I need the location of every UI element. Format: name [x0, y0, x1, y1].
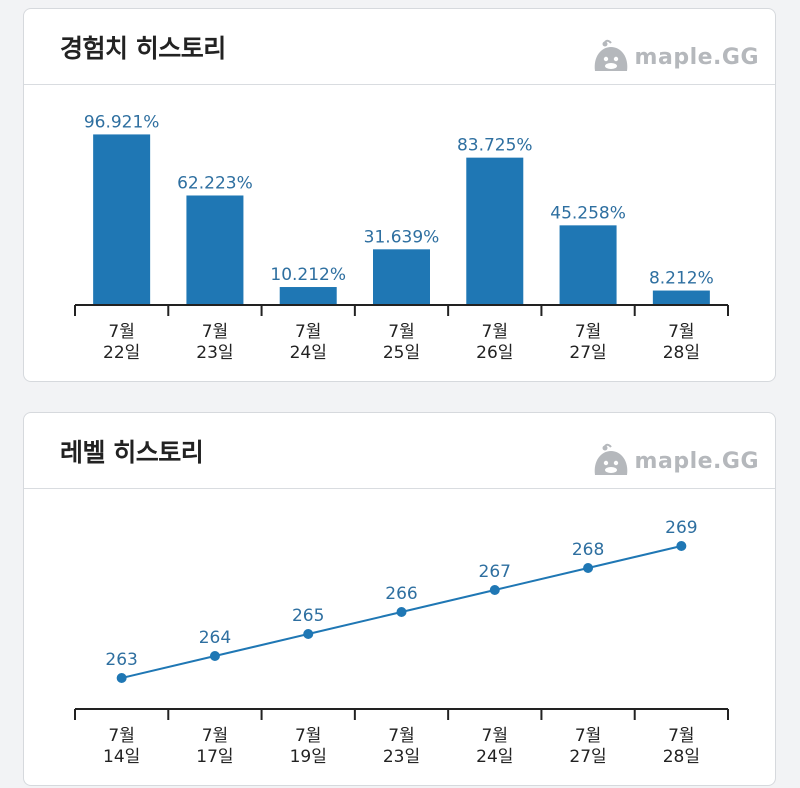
exp-history-card: 경험치 히스토리 maple.GG 96.921% 62.223% 10.212% 3… — [23, 8, 776, 382]
exp-bar-chart: 96.921% 62.223% 10.212% 31.639% 83.725% 45.25… — [74, 112, 729, 363]
bar-value-label: 45.258% — [550, 203, 626, 223]
bar-value-label: 10.212% — [270, 265, 346, 285]
x-tick-label: 7월 19일 — [290, 726, 327, 767]
data-point — [676, 541, 687, 551]
slime-icon — [594, 39, 627, 71]
x-tick-label: 7월 28일 — [663, 322, 700, 363]
x-tick-label: 7월 22일 — [103, 322, 140, 363]
data-point — [303, 629, 314, 639]
bar — [466, 157, 524, 305]
data-point — [583, 563, 594, 573]
bar-value-label: 96.921% — [84, 112, 160, 132]
point-value-label: 268 — [572, 540, 604, 560]
bar-value-label: 8.212% — [649, 269, 714, 289]
level-history-card: 레벨 히스토리 maple.GG 263 264 265 266 267 268 269 7월… — [23, 412, 776, 786]
bar-value-label: 83.725% — [457, 136, 533, 156]
bar — [373, 249, 430, 305]
level-card-header: 레벨 히스토리 maple.GG — [24, 413, 775, 489]
level-card-title: 레벨 히스토리 — [60, 438, 204, 467]
bar — [559, 225, 617, 305]
bar — [279, 287, 337, 305]
x-tick-label: 7월 14일 — [103, 726, 140, 767]
x-tick-label: 7월 27일 — [569, 726, 606, 767]
point-value-label: 266 — [385, 584, 417, 604]
level-line-chart: 263 264 265 266 267 268 269 7월 14일 7월 17일 7월 19일 7월 23… — [74, 518, 729, 767]
x-tick-label: 7월 25일 — [383, 322, 420, 363]
point-value-label: 263 — [105, 650, 137, 670]
data-point — [209, 651, 220, 661]
x-tick-label: 7월 26일 — [476, 322, 513, 363]
point-value-label: 265 — [292, 606, 324, 626]
bar — [652, 290, 710, 305]
data-point — [116, 673, 127, 683]
brand-text: maple.GG — [634, 44, 759, 70]
bar — [186, 195, 244, 305]
bar — [93, 134, 151, 305]
x-tick-label: 7월 24일 — [476, 726, 513, 767]
x-tick-label: 7월 23일 — [383, 726, 420, 767]
brand-logo[interactable]: maple.GG — [591, 441, 759, 481]
brand-text: maple.GG — [634, 448, 759, 474]
point-value-label: 269 — [665, 518, 697, 538]
x-tick-label: 7월 23일 — [196, 322, 233, 363]
data-point — [396, 607, 407, 617]
slime-icon — [594, 443, 627, 475]
point-value-label: 264 — [199, 628, 231, 648]
exp-card-header: 경험치 히스토리 maple.GG — [24, 9, 775, 85]
exp-card-title: 경험치 히스토리 — [60, 34, 226, 63]
point-value-label: 267 — [479, 562, 511, 582]
x-tick-label: 7월 27일 — [569, 322, 606, 363]
data-point — [489, 585, 500, 595]
x-tick-label: 7월 28일 — [663, 726, 700, 767]
brand-logo[interactable]: maple.GG — [591, 37, 759, 77]
x-tick-label: 7월 24일 — [290, 322, 327, 363]
x-tick-label: 7월 17일 — [196, 726, 233, 767]
bar-value-label: 62.223% — [177, 173, 253, 193]
bar-value-label: 31.639% — [364, 227, 440, 247]
